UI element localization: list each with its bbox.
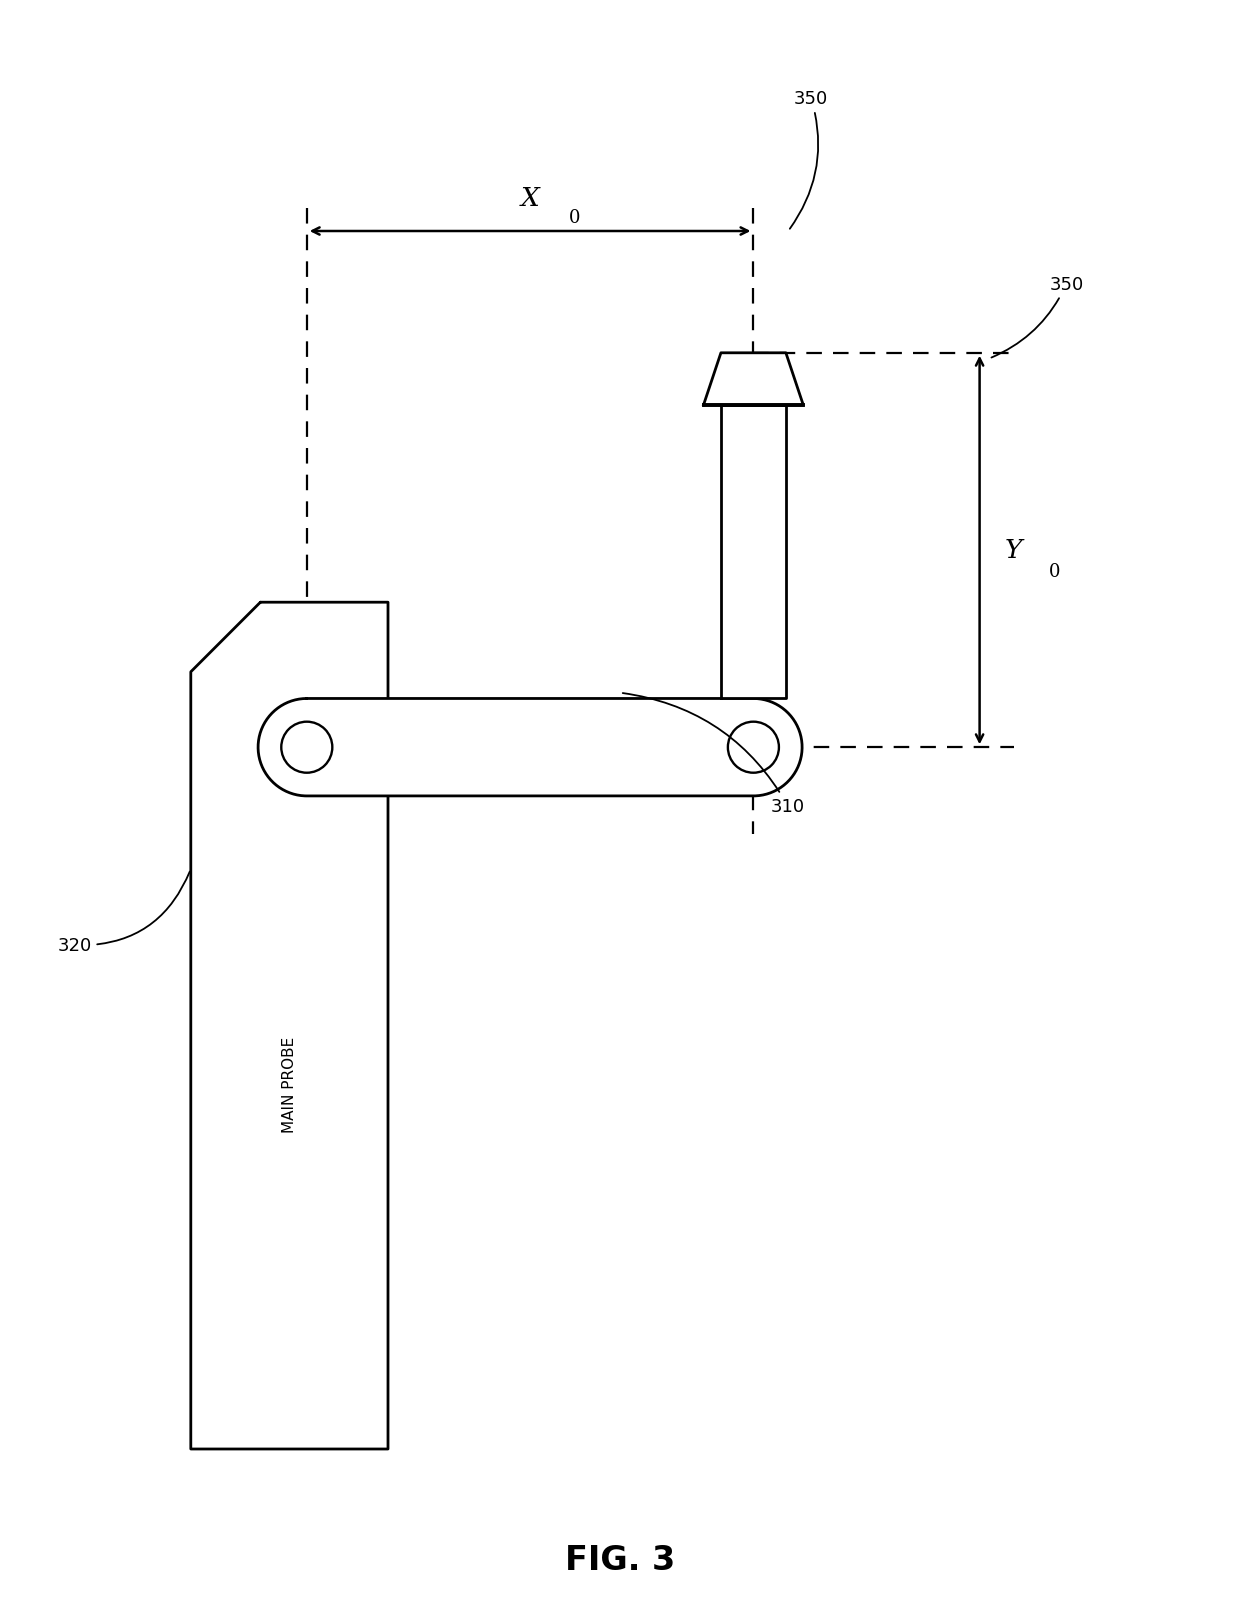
Text: Y: Y [1006, 539, 1023, 563]
Text: 0: 0 [568, 209, 580, 227]
Text: MAIN PROBE: MAIN PROBE [281, 1035, 296, 1131]
Circle shape [728, 722, 779, 773]
Polygon shape [703, 354, 804, 406]
Text: 350: 350 [992, 276, 1084, 359]
Polygon shape [720, 406, 786, 700]
Text: FIG. 3: FIG. 3 [565, 1543, 675, 1576]
Text: X: X [521, 187, 539, 211]
Polygon shape [258, 700, 802, 797]
Circle shape [281, 722, 332, 773]
Text: 0: 0 [1049, 563, 1060, 581]
Polygon shape [191, 602, 388, 1449]
Text: 310: 310 [622, 693, 805, 815]
Text: 320: 320 [57, 872, 190, 954]
Text: 350: 350 [790, 91, 828, 229]
